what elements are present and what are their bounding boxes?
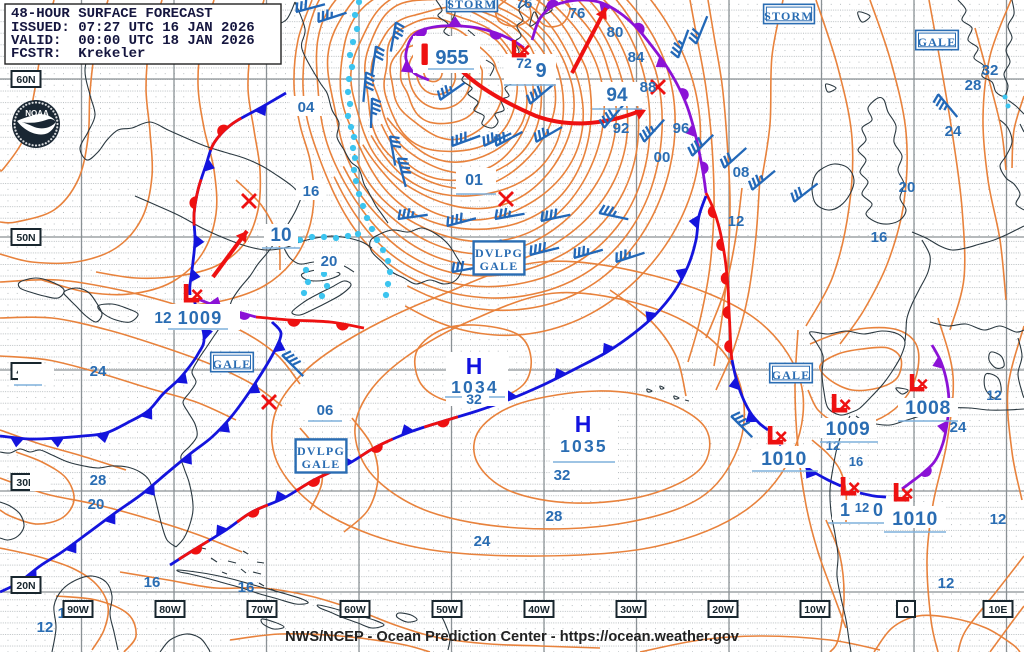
svg-text:28: 28 <box>90 472 107 489</box>
svg-text:92: 92 <box>613 120 630 137</box>
svg-text:1009: 1009 <box>826 419 871 440</box>
svg-text:06: 06 <box>317 402 334 419</box>
svg-text:28: 28 <box>546 508 563 525</box>
svg-text:20: 20 <box>88 496 105 513</box>
svg-text:1009: 1009 <box>178 308 223 328</box>
svg-text:96: 96 <box>673 120 690 137</box>
svg-text:24: 24 <box>950 419 967 436</box>
svg-text:12: 12 <box>986 387 1002 403</box>
svg-text:12: 12 <box>855 500 869 515</box>
svg-text:90W: 90W <box>67 604 89 616</box>
svg-text:08: 08 <box>733 164 750 181</box>
svg-text:20: 20 <box>321 253 338 270</box>
svg-text:00: 00 <box>654 149 671 166</box>
svg-text:H: H <box>466 353 483 379</box>
svg-text:30W: 30W <box>620 604 642 616</box>
svg-text:GALE: GALE <box>772 368 811 382</box>
svg-text:16: 16 <box>849 454 863 469</box>
svg-text:H: H <box>575 411 592 437</box>
svg-text:24: 24 <box>90 363 107 380</box>
svg-text:0: 0 <box>903 604 909 616</box>
svg-text:DVLPG: DVLPG <box>475 246 523 260</box>
svg-text:10: 10 <box>270 225 291 246</box>
svg-text:01: 01 <box>465 172 483 189</box>
svg-text:20: 20 <box>899 179 916 196</box>
svg-text:FCSTR: Krekeler: FCSTR: Krekeler <box>11 46 145 62</box>
svg-text:VALID: 00:00 UTC 18 JAN 2026: VALID: 00:00 UTC 18 JAN 2026 <box>11 33 255 49</box>
svg-text:1008: 1008 <box>905 397 951 419</box>
svg-text:12: 12 <box>728 213 745 230</box>
svg-text:20N: 20N <box>16 580 35 592</box>
svg-text:STORM: STORM <box>764 9 814 23</box>
svg-text:80: 80 <box>607 24 624 41</box>
svg-text:28: 28 <box>965 77 982 94</box>
svg-text:32: 32 <box>466 391 482 407</box>
svg-text:10W: 10W <box>804 604 826 616</box>
svg-text:20W: 20W <box>712 604 734 616</box>
svg-text:12: 12 <box>154 310 171 327</box>
svg-text:16: 16 <box>144 574 161 591</box>
svg-text:04: 04 <box>298 99 315 116</box>
svg-text:48-HOUR SURFACE FORECAST: 48-HOUR SURFACE FORECAST <box>11 6 213 22</box>
svg-text:60N: 60N <box>16 74 35 86</box>
svg-text:1035: 1035 <box>560 436 608 456</box>
svg-text:0: 0 <box>873 500 883 520</box>
svg-text:24: 24 <box>474 533 491 550</box>
svg-text:9: 9 <box>535 60 546 82</box>
svg-text:10E: 10E <box>989 604 1008 616</box>
svg-text:50N: 50N <box>16 232 35 244</box>
svg-text:GALE: GALE <box>213 357 252 371</box>
svg-text:1010: 1010 <box>892 508 938 530</box>
svg-text:16: 16 <box>871 229 888 246</box>
svg-text:84: 84 <box>628 49 645 66</box>
svg-text:STORM: STORM <box>447 0 497 11</box>
svg-text:ISSUED: 07:27 UTC 16 JAN 2026: ISSUED: 07:27 UTC 16 JAN 2026 <box>11 20 255 36</box>
svg-text:80W: 80W <box>159 604 181 616</box>
svg-text:12: 12 <box>938 575 955 592</box>
svg-text:94: 94 <box>606 85 628 106</box>
svg-text:1034: 1034 <box>451 377 499 397</box>
svg-text:24: 24 <box>945 123 962 140</box>
svg-text:88: 88 <box>640 79 657 96</box>
svg-text:60W: 60W <box>344 604 366 616</box>
svg-text:GALE: GALE <box>918 35 957 49</box>
svg-text:12: 12 <box>37 619 54 636</box>
svg-text:40W: 40W <box>528 604 550 616</box>
svg-text:1: 1 <box>840 500 850 520</box>
svg-text:72: 72 <box>516 55 532 71</box>
svg-text:76: 76 <box>516 0 533 12</box>
svg-text:12: 12 <box>990 511 1007 528</box>
svg-text:NOAA: NOAA <box>25 109 49 118</box>
svg-text:70W: 70W <box>251 604 273 616</box>
svg-text:1010: 1010 <box>761 448 807 470</box>
svg-text:16: 16 <box>238 579 255 596</box>
svg-text:16: 16 <box>303 183 320 200</box>
svg-text:76: 76 <box>569 5 586 22</box>
svg-text:GALE: GALE <box>480 259 519 273</box>
svg-text:DVLPG: DVLPG <box>297 444 345 458</box>
svg-text:32: 32 <box>554 467 571 484</box>
svg-text:32: 32 <box>982 62 999 79</box>
svg-text:955: 955 <box>435 47 468 69</box>
svg-text:NWS/NCEP - Ocean Prediction Ce: NWS/NCEP - Ocean Prediction Center - htt… <box>285 629 740 645</box>
svg-text:12: 12 <box>826 438 840 453</box>
svg-text:50W: 50W <box>436 604 458 616</box>
svg-text:GALE: GALE <box>302 457 341 471</box>
